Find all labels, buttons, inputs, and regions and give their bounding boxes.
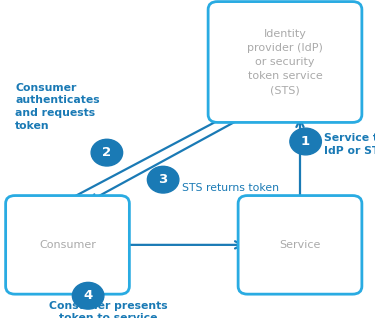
Text: Consumer: Consumer	[39, 240, 96, 250]
FancyBboxPatch shape	[208, 2, 362, 122]
Text: 2: 2	[102, 146, 111, 159]
Circle shape	[147, 166, 179, 193]
Text: Consumer
authenticates
and requests
token: Consumer authenticates and requests toke…	[15, 83, 100, 131]
Circle shape	[91, 139, 123, 166]
Text: 4: 4	[84, 289, 93, 302]
Text: 1: 1	[301, 135, 310, 148]
Text: Consumer presents
token to service: Consumer presents token to service	[50, 301, 168, 318]
Circle shape	[72, 282, 104, 309]
Text: Identity
provider (IdP)
or security
token service
(STS): Identity provider (IdP) or security toke…	[247, 29, 323, 95]
Text: Service trusts
IdP or STS: Service trusts IdP or STS	[324, 133, 375, 156]
Text: Service: Service	[279, 240, 321, 250]
Text: 3: 3	[159, 173, 168, 186]
FancyBboxPatch shape	[6, 196, 129, 294]
FancyBboxPatch shape	[238, 196, 362, 294]
Text: STS returns token: STS returns token	[182, 183, 279, 193]
Circle shape	[290, 128, 321, 155]
